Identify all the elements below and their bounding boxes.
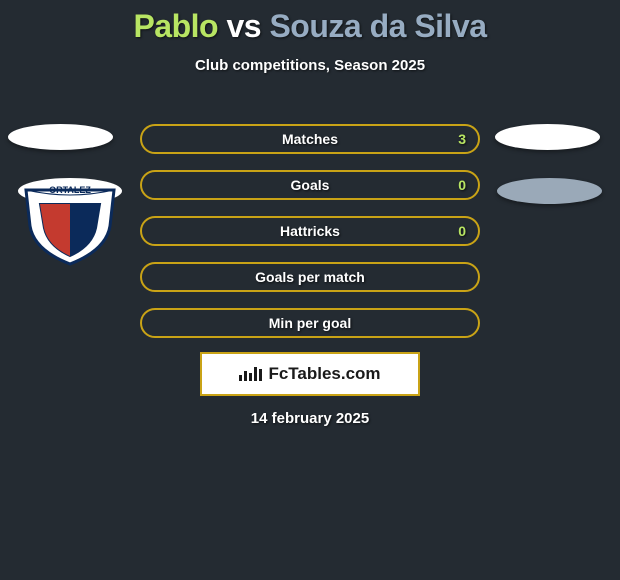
chart-icon [239, 367, 262, 381]
logo-label: FcTables.com [268, 364, 380, 384]
stat-label: Min per goal [142, 310, 478, 336]
subtitle: Club competitions, Season 2025 [0, 57, 620, 74]
badge-text: ORTALEZ [49, 185, 91, 195]
stat-value: 0 [458, 218, 466, 244]
stat-label: Goals per match [142, 264, 478, 290]
stat-label: Hattricks [142, 218, 478, 244]
fctables-logo: FcTables.com [200, 352, 420, 396]
player2-club-placeholder [497, 178, 602, 204]
player1-name: Pablo [133, 8, 218, 44]
stat-row-goals-per-match: Goals per match [140, 262, 480, 292]
date-text: 14 february 2025 [0, 410, 620, 427]
vs-text: vs [226, 8, 261, 44]
player2-avatar-placeholder [495, 124, 600, 150]
page-title: Pablo vs Souza da Silva [0, 0, 620, 45]
stat-row-matches: Matches 3 [140, 124, 480, 154]
stat-value: 3 [458, 126, 466, 152]
stat-value: 0 [458, 172, 466, 198]
stats-container: Matches 3 Goals 0 Hattricks 0 Goals per … [140, 124, 480, 354]
stat-label: Goals [142, 172, 478, 198]
stat-row-min-per-goal: Min per goal [140, 308, 480, 338]
stat-row-goals: Goals 0 [140, 170, 480, 200]
player1-club-badge: ORTALEZ [18, 178, 122, 266]
stat-row-hattricks: Hattricks 0 [140, 216, 480, 246]
stat-label: Matches [142, 126, 478, 152]
player1-avatar-placeholder [8, 124, 113, 150]
logo-content: FcTables.com [239, 364, 380, 384]
player2-name: Souza da Silva [269, 8, 486, 44]
